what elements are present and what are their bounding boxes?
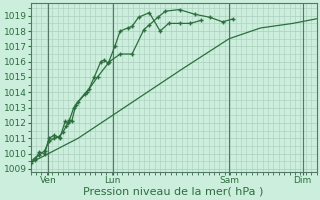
X-axis label: Pression niveau de la mer( hPa ): Pression niveau de la mer( hPa ) (84, 187, 264, 197)
